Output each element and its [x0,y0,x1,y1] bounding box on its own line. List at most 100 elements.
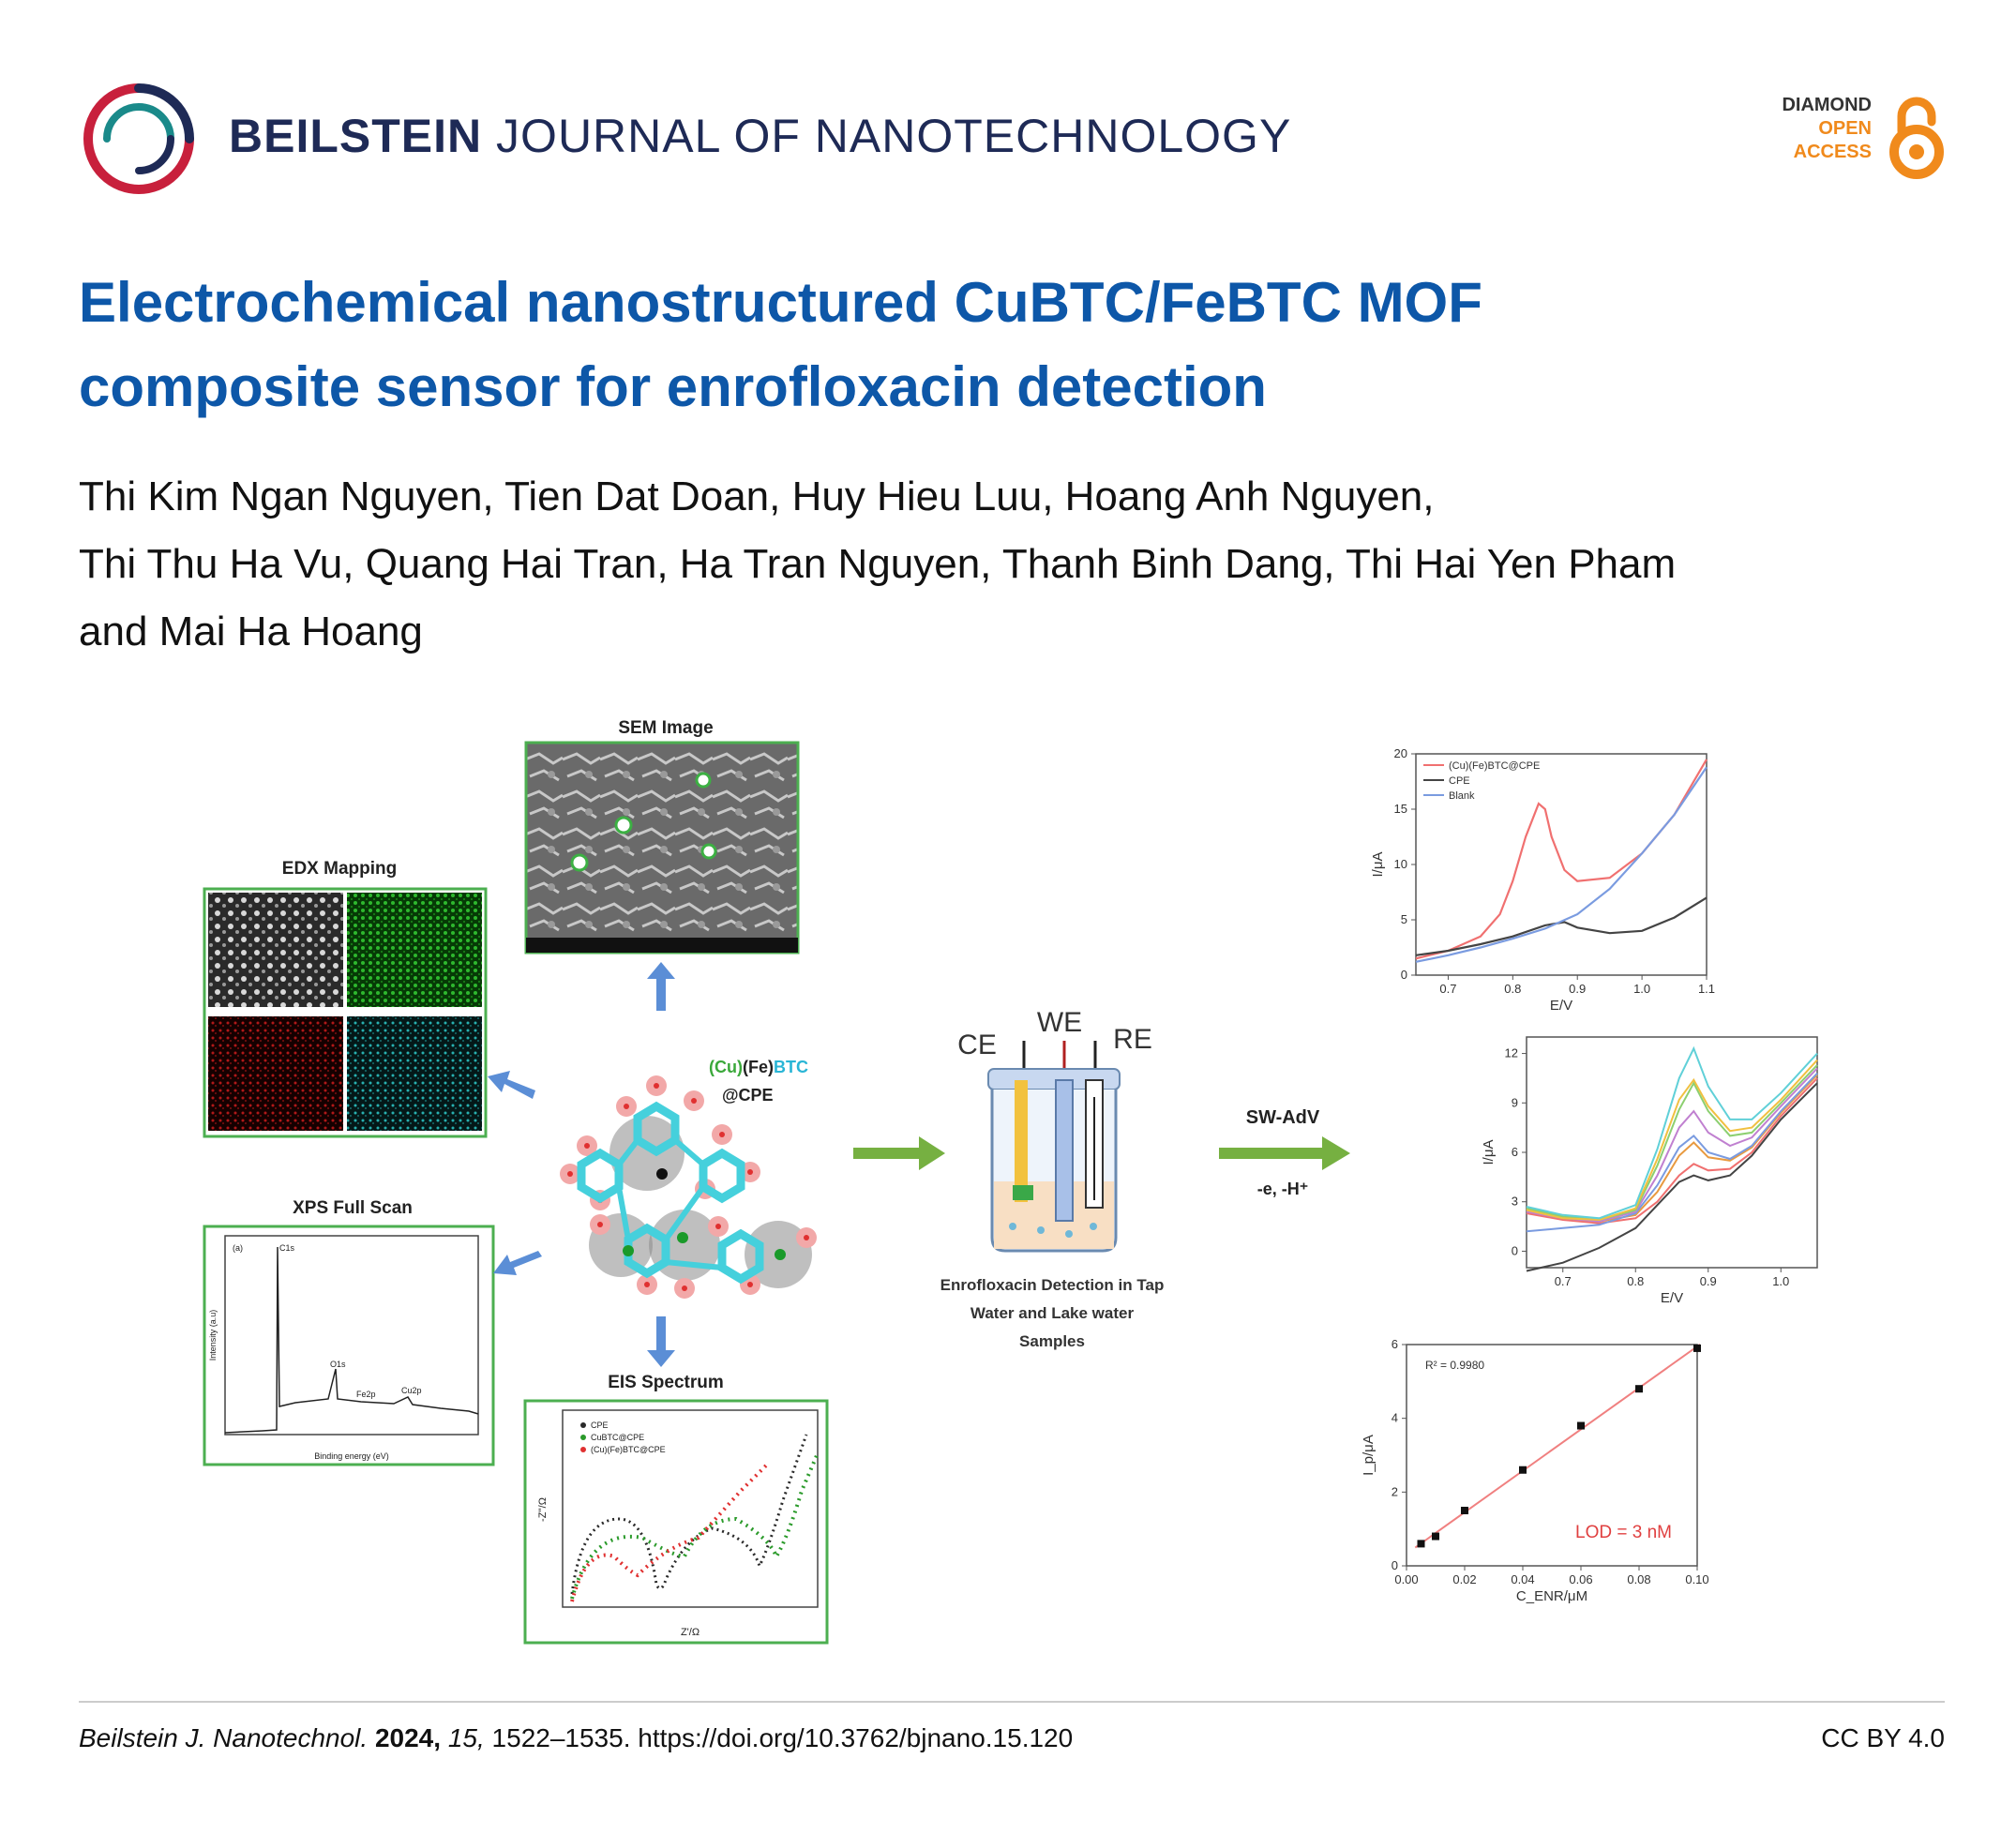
electrochemical-cell-illustration: CE WE RE Enrofloxacin Detection in Tap W… [940,1007,1165,1350]
oa-line-1: DIAMOND [1782,95,1872,115]
y-tick-label: 5 [1401,912,1407,926]
y-tick-label: 0 [1512,1243,1518,1257]
characterization-arrows [488,962,675,1367]
sem-image [524,741,800,955]
x-axis-label: E/V [1550,998,1572,1014]
mof-label-cpe: @CPE [722,1086,774,1105]
footer-divider [79,1701,1945,1703]
voltammogram-comparison-chart: 0.7 0.8 0.9 1.0 1.1 0 5 10 15 20 E/V I/μA (Cu)(Fe)BT… [1370,746,1715,1014]
mof-label-fe: (Fe) [743,1058,774,1076]
data-point [1461,1507,1468,1514]
mof-label-btc: BTC [774,1058,808,1076]
series-line [1526,1045,1818,1220]
eis-spectrum-chart: CPE CuBTC@CPE (Cu)(Fe)BTC@CPE Z'/Ω -Z''/… [523,1399,829,1645]
oa-line-3: ACCESS [1793,142,1872,162]
y-tick-label: 6 [1392,1337,1398,1351]
xps-peak-o1s: O1s [330,1360,346,1369]
citation-journal: Beilstein J. Nanotechnol. [79,1723,369,1752]
eis-ylabel: -Z''/Ω [537,1497,549,1522]
y-tick-label: 20 [1394,746,1407,760]
x-tick-label: 0.00 [1394,1572,1418,1586]
x-tick-label: 1.0 [1772,1274,1789,1288]
plot-frame [1526,1036,1818,1269]
y-tick-label: 2 [1392,1484,1398,1498]
sem-highlight-markers [570,772,717,872]
journal-name-rest: JOURNAL OF NANOTECHNOLOGY [496,110,1292,162]
cell-label-we: WE [1037,1007,1082,1038]
xps-corner-label: (a) [233,1243,243,1253]
x-tick-label: 0.8 [1627,1274,1644,1288]
r-squared-annotation: R² = 0.9980 [1425,1359,1484,1372]
citation-year: 2024, [374,1723,442,1752]
x-tick-label: 0.8 [1504,982,1521,996]
xps-peak-fe2p: Fe2p [356,1390,376,1399]
x-tick-label: 0.08 [1627,1572,1650,1586]
y-axis-label: I/μA [1481,1140,1497,1165]
citation: Beilstein J. Nanotechnol. 2024, 15, 1522… [79,1723,1073,1753]
x-tick-label: 0.10 [1685,1572,1708,1586]
y-axis-label: I/μA [1370,852,1386,878]
cell-label-re: RE [1113,1024,1152,1055]
cell-label-ce: CE [957,1030,997,1060]
data-point [1635,1385,1643,1393]
series-line [1415,766,1708,963]
series-line [1526,1067,1818,1223]
voltammogram-concentration-chart: 0.7 0.8 0.9 1.0 0 3 6 9 12 E/V I/μA [1481,1036,1818,1306]
series-line [1526,1059,1818,1222]
x-axis-label: C_ENR/μM [1516,1588,1587,1604]
series-line [1526,1077,1818,1225]
citation-volume: 15, [447,1723,485,1752]
eis-title: EIS Spectrum [608,1373,724,1392]
data-point [1519,1466,1527,1474]
series-line [1526,1073,1818,1233]
eis-legend-cubtc: CuBTC@CPE [591,1433,644,1442]
x-tick-label: 0.04 [1511,1572,1534,1586]
legend-entry: Blank [1449,790,1475,802]
graphical-abstract: SEM Image EDX Mapping XPS Full Scan (a) … [203,718,1818,1645]
cell-caption-line-1: Enrofloxacin Detection in Tap [940,1276,1165,1294]
eis-legend-cpe: CPE [591,1421,609,1430]
x-tick-label: 0.9 [1700,1274,1717,1288]
legend-entry: (Cu)(Fe)BTC@CPE [1449,760,1540,772]
x-tick-label: 0.02 [1452,1572,1476,1586]
xps-peak-c1s: C1s [279,1243,295,1253]
y-axis-label: I_p/μA [1361,1435,1377,1476]
y-tick-label: 12 [1505,1046,1518,1060]
y-tick-label: 4 [1392,1411,1398,1425]
legend-entry: CPE [1449,775,1470,787]
mof-structure-illustration [560,1075,817,1299]
method-label: SW-AdV [1246,1107,1320,1128]
journal-name: BEILSTEIN JOURNAL OF NANOTECHNOLOGY [229,109,1291,163]
oa-line-2: OPEN [1818,118,1872,139]
eis-xlabel: Z'/Ω [681,1627,700,1638]
cell-caption-line-2: Water and Lake water [970,1304,1135,1322]
x-tick-label: 1.0 [1633,982,1650,996]
article-title: Electrochemical nanostructured CuBTC/FeB… [79,261,1935,429]
arrow-to-results [1219,1136,1350,1170]
y-tick-label: 6 [1512,1145,1518,1159]
xps-ylabel: Intensity (a.u) [208,1310,218,1361]
title-line-1: Electrochemical nanostructured CuBTC/FeB… [79,271,1482,334]
y-tick-label: 15 [1394,802,1407,816]
authors-line-2: Thi Thu Ha Vu, Quang Hai Tran, Ha Tran N… [79,541,1677,587]
y-tick-label: 9 [1512,1095,1518,1109]
x-tick-label: 0.7 [1439,982,1456,996]
data-point [1693,1344,1701,1352]
mof-label: (Cu)(Fe)BTC [709,1058,808,1076]
data-point [1577,1421,1585,1430]
x-tick-label: 1.1 [1698,982,1715,996]
journal-name-bold: BEILSTEIN [229,110,483,162]
xps-title: XPS Full Scan [293,1198,413,1218]
xps-peak-cu2p: Cu2p [401,1386,422,1395]
series-line [1415,896,1708,956]
xps-full-scan-chart: (a) C1s O1s Fe2p Cu2p Binding energy (eV… [203,1225,495,1466]
citation-pages-doi: 1522–1535. https://doi.org/10.3762/bjnan… [491,1723,1074,1752]
arrow-to-cell [853,1136,945,1170]
y-tick-label: 0 [1401,968,1407,982]
y-tick-label: 10 [1394,857,1407,871]
y-tick-label: 3 [1512,1195,1518,1209]
data-point [1432,1532,1439,1541]
x-tick-label: 0.7 [1555,1274,1572,1288]
method-sub-label: -e, -H⁺ [1257,1180,1309,1198]
license-label: CC BY 4.0 [1821,1723,1945,1752]
